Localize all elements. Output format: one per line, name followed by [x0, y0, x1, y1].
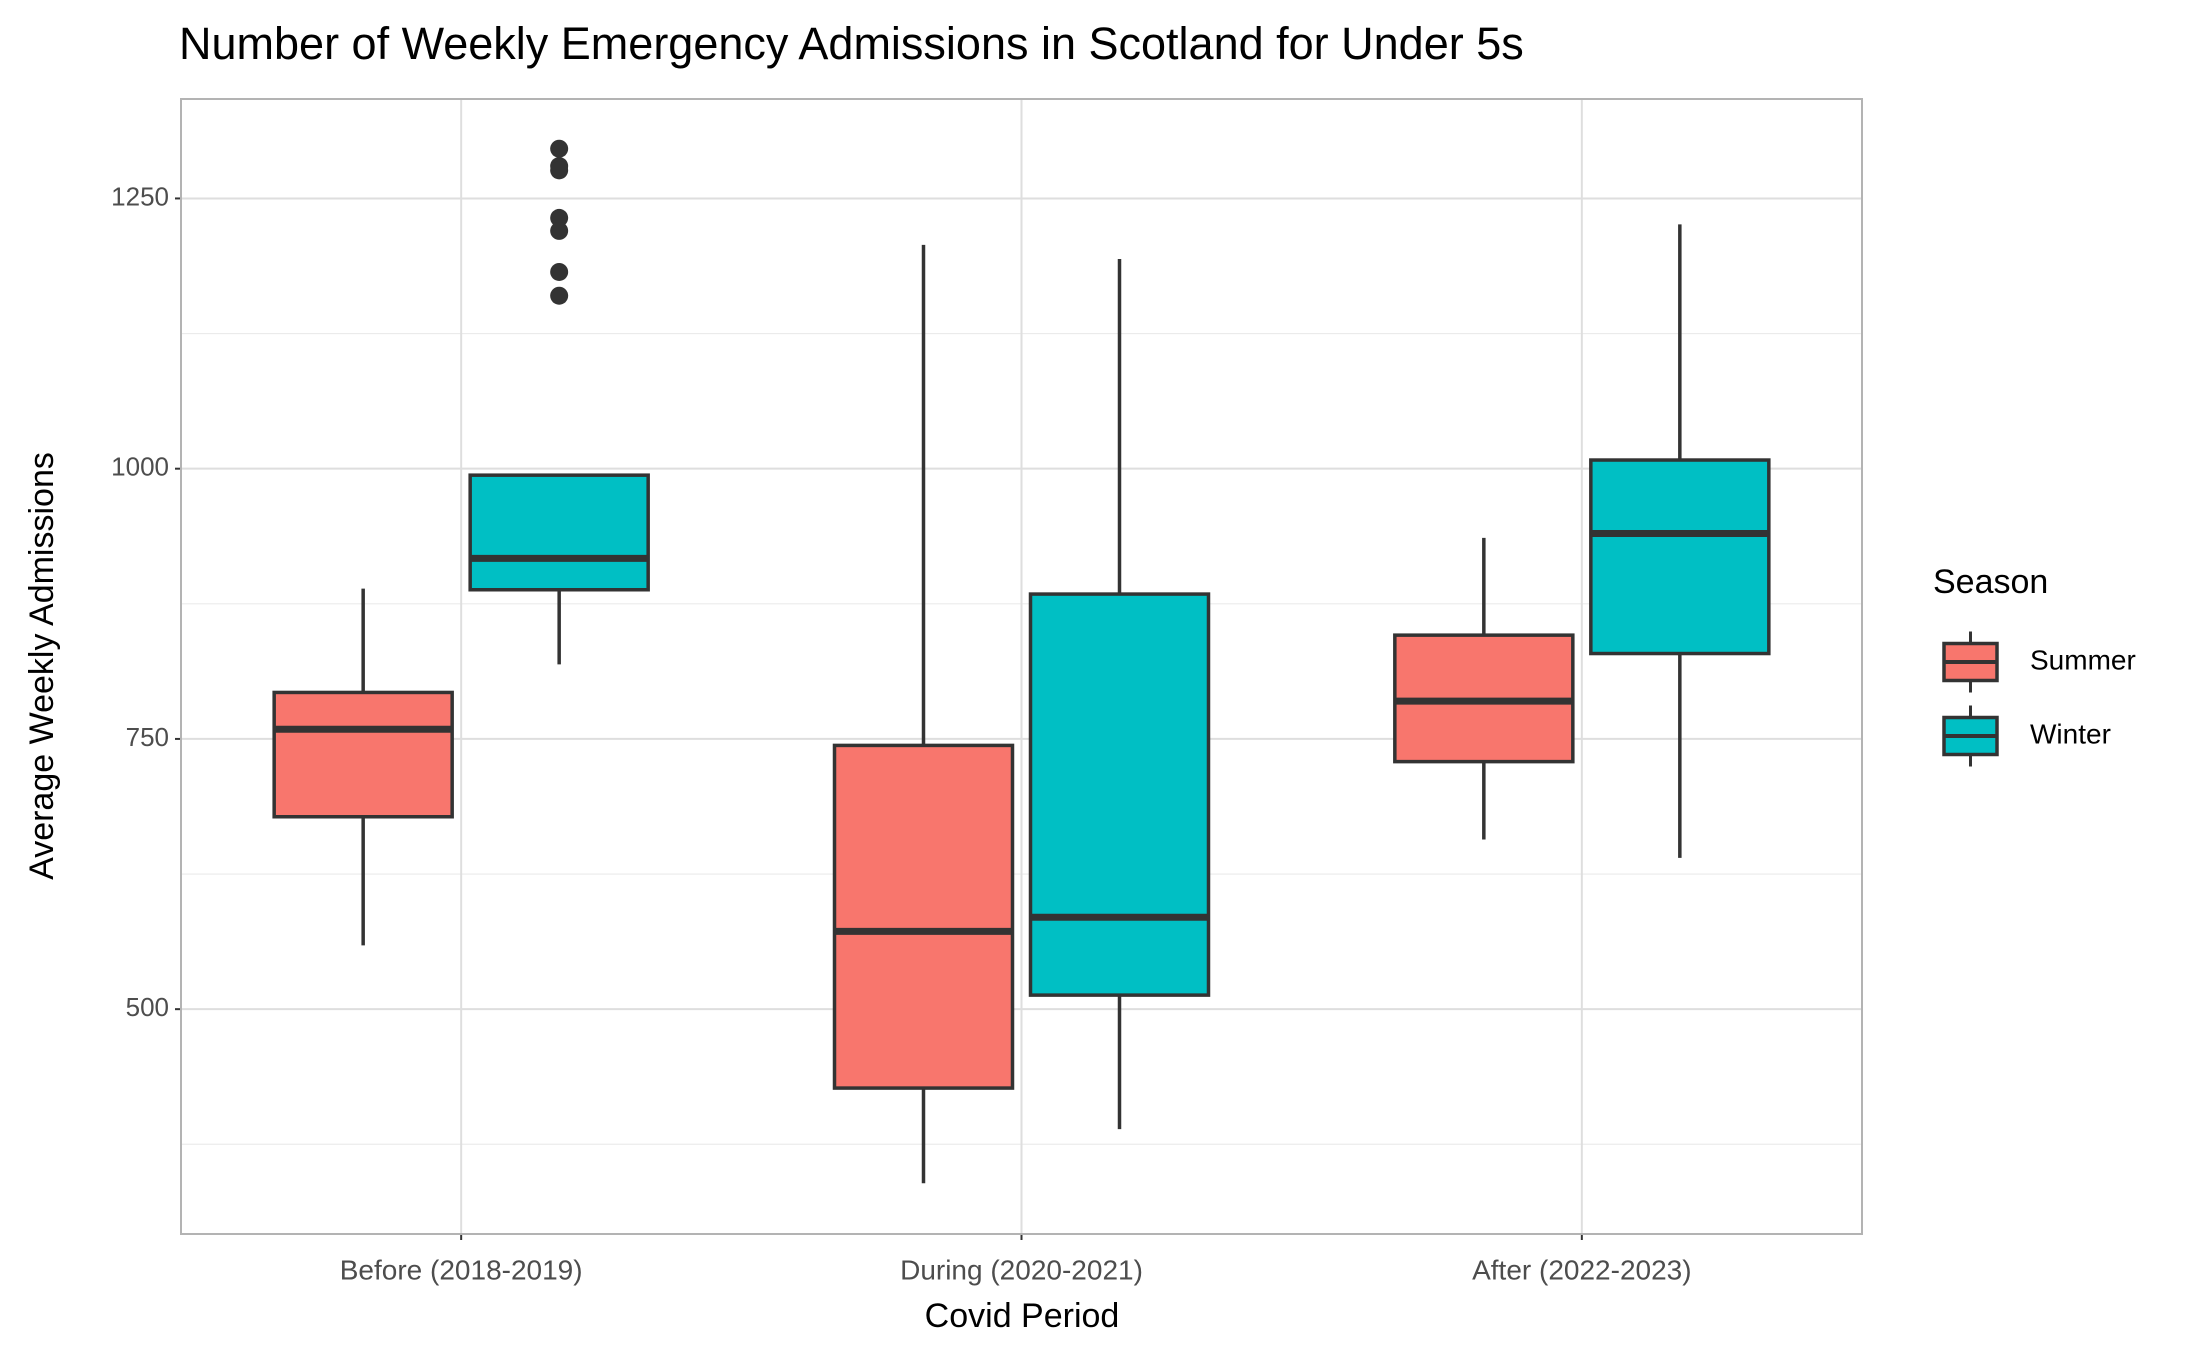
y-tick-label: 500: [126, 992, 169, 1022]
outlier: [550, 161, 569, 180]
y-tick-label: 1250: [111, 181, 169, 211]
panel-border: [180, 98, 1863, 1235]
legend-label: Winter: [2030, 718, 2111, 749]
outlier: [550, 221, 569, 240]
box: [468, 473, 650, 592]
outlier: [550, 286, 569, 305]
x-axis-title: Covid Period: [925, 1297, 1120, 1335]
outlier: [550, 139, 569, 158]
x-tick-label: During (2020-2021): [900, 1254, 1143, 1285]
legend-title: Season: [1933, 563, 2048, 601]
box: [1028, 592, 1211, 997]
chart-title: Number of Weekly Emergency Admissions in…: [179, 18, 1524, 69]
box: [272, 690, 454, 819]
outlier: [550, 208, 569, 227]
x-tick-label: Before (2018-2019): [340, 1254, 583, 1285]
outlier: [550, 262, 569, 281]
y-tick-label: 750: [126, 722, 169, 752]
y-axis-title: Average Weekly Admissions: [23, 452, 61, 880]
x-tick-label: After (2022-2023): [1472, 1254, 1691, 1285]
box: [1589, 458, 1771, 656]
y-tick-label: 1000: [111, 452, 169, 482]
legend-label: Summer: [2030, 644, 2136, 675]
box: [832, 743, 1015, 1090]
